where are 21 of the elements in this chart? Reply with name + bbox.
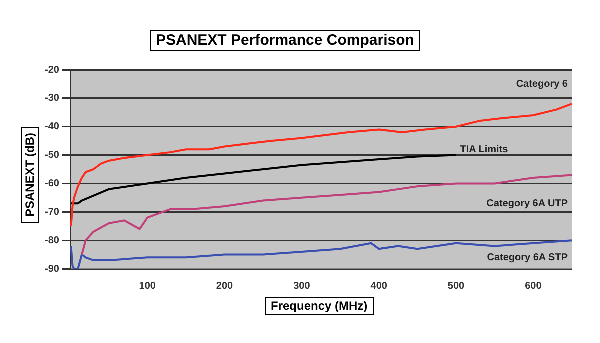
- x-tick-label: 600: [525, 280, 542, 292]
- y-tick-label: -80: [45, 235, 60, 246]
- series-label: Category 6: [516, 78, 568, 90]
- y-tick-label: -70: [45, 206, 60, 218]
- y-tick-label: -60: [45, 178, 60, 190]
- chart-title: PSANEXT Performance Comparison: [150, 30, 420, 51]
- x-tick-label: 200: [216, 280, 234, 292]
- x-tick-label: 300: [294, 280, 311, 292]
- y-tick-label: -40: [45, 122, 60, 133]
- y-tick-label: -20: [45, 64, 60, 76]
- y-tick-label: -50: [45, 150, 60, 162]
- y-tick-label: -30: [45, 93, 60, 104]
- y-axis-title: PSANEXT (dB): [21, 127, 39, 223]
- x-axis-title: Frequency (MHz): [265, 297, 374, 315]
- x-tick-label: 100: [139, 280, 156, 292]
- x-tick-label: 500: [448, 280, 466, 292]
- series-label: TIA Limits: [460, 144, 509, 156]
- series-label: Category 6A STP: [487, 252, 568, 264]
- y-tick-label: -90: [45, 264, 60, 275]
- x-tick-label: 400: [370, 280, 388, 292]
- series-label: Category 6A UTP: [486, 198, 568, 210]
